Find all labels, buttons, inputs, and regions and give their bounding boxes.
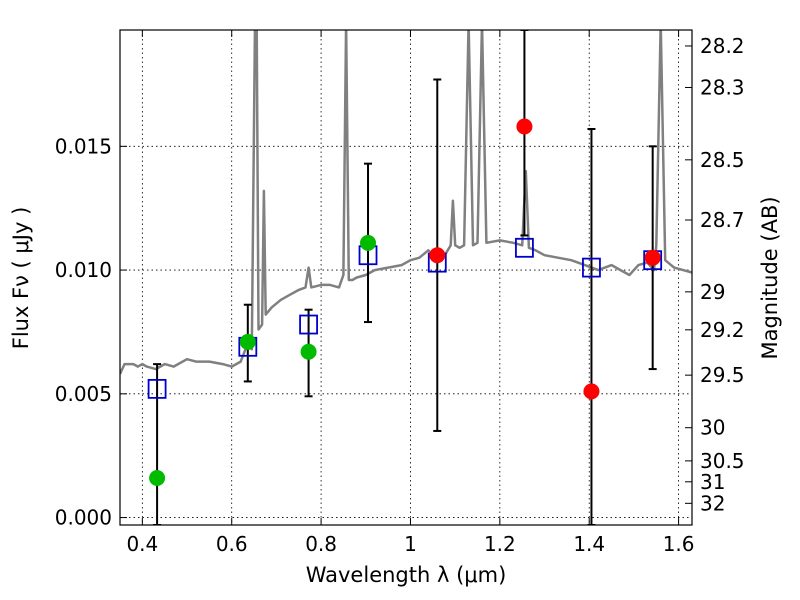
grid-lines bbox=[120, 30, 692, 525]
plot-area bbox=[120, 30, 692, 525]
y-tick-label: 0.005 bbox=[55, 382, 112, 406]
photometry-dot bbox=[644, 249, 661, 266]
right-tick-label: 28.2 bbox=[700, 34, 745, 58]
x-tick-label: 1.6 bbox=[663, 532, 695, 556]
photometry-dot bbox=[583, 383, 600, 400]
y-right-axis-label: Magnitude (AB) bbox=[758, 196, 782, 359]
right-tick-label: 28.7 bbox=[700, 208, 745, 232]
y-tick-label: 0.010 bbox=[55, 258, 112, 282]
right-tick-label: 29.5 bbox=[700, 363, 745, 387]
axis-ticks: 0.4 0.6 0.8 1 1.2 1.4 1.6 0.000 0.005 0.010 0.015 2… bbox=[55, 30, 745, 556]
x-axis-label: Wavelength λ (μm) bbox=[306, 563, 507, 587]
x-tick-label: 0.4 bbox=[126, 532, 158, 556]
photometry-dot bbox=[429, 247, 446, 264]
photometry-dot bbox=[300, 343, 317, 360]
right-tick-label: 32 bbox=[700, 491, 725, 515]
x-tick-label: 0.6 bbox=[216, 532, 248, 556]
right-tick-label: 30 bbox=[700, 416, 725, 440]
x-tick-label: 1 bbox=[404, 532, 417, 556]
model-square-marker bbox=[515, 237, 534, 258]
right-tick-label: 28.3 bbox=[700, 75, 745, 99]
right-tick-label: 31 bbox=[700, 470, 725, 494]
right-tick-label: 29.2 bbox=[700, 318, 745, 342]
plot-frame bbox=[119, 29, 693, 526]
photometry-dot bbox=[149, 469, 166, 486]
y-axis-label: Flux Fν ( μJy ) bbox=[9, 207, 33, 350]
right-tick-label: 30.5 bbox=[700, 449, 745, 473]
x-tick-label: 1.2 bbox=[484, 532, 516, 556]
model-square-marker bbox=[299, 314, 318, 335]
spectrum-line bbox=[120, 30, 692, 375]
right-tick-label: 29 bbox=[700, 280, 725, 304]
x-tick-label: 0.8 bbox=[305, 532, 337, 556]
x-tick-label: 1.4 bbox=[573, 532, 605, 556]
photometry-dot bbox=[360, 234, 377, 251]
model-square-marker bbox=[147, 378, 167, 399]
photometry-dot bbox=[516, 118, 533, 135]
photometry-dot bbox=[239, 333, 256, 350]
right-tick-label: 28.5 bbox=[700, 148, 745, 172]
y-tick-label: 0.000 bbox=[55, 506, 112, 530]
y-tick-label: 0.015 bbox=[55, 134, 112, 158]
model-square-marker bbox=[582, 257, 601, 278]
